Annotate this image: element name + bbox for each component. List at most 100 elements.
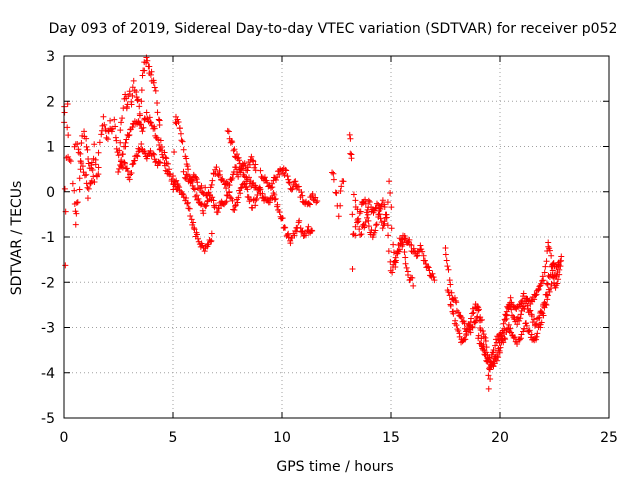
data-point <box>517 315 524 322</box>
data-point <box>79 163 86 170</box>
data-point <box>83 180 90 187</box>
data-point <box>396 246 403 253</box>
data-point <box>84 146 91 153</box>
data-point <box>152 87 159 94</box>
data-point <box>292 178 299 185</box>
data-point <box>503 312 510 319</box>
data-point <box>517 311 524 318</box>
data-point <box>136 112 143 119</box>
data-point <box>377 206 384 213</box>
data-point <box>73 210 80 217</box>
data-point <box>274 201 281 208</box>
y-tick-label: -2 <box>41 275 55 291</box>
data-point <box>223 198 230 205</box>
data-point <box>546 288 553 295</box>
data-point <box>429 270 436 277</box>
data-point <box>477 317 484 324</box>
data-point <box>526 327 533 334</box>
data-point <box>365 223 372 230</box>
data-point <box>265 183 272 190</box>
data-point <box>117 127 124 134</box>
data-point <box>113 137 120 144</box>
data-point <box>384 222 391 229</box>
data-point <box>208 181 215 188</box>
data-point <box>147 119 154 126</box>
data-point <box>84 184 91 191</box>
data-point <box>163 160 170 167</box>
data-point <box>528 331 535 338</box>
data-point <box>157 159 164 166</box>
data-point <box>124 168 131 175</box>
data-point <box>130 160 137 167</box>
data-point <box>140 124 147 131</box>
axes: 0 5 10 15 20 25 -5 -4 -3 -2 -1 0 1 2 3 <box>41 49 618 446</box>
data-point <box>209 177 216 184</box>
data-point <box>419 248 426 255</box>
data-point <box>188 216 195 223</box>
data-point <box>212 166 219 173</box>
data-point <box>385 248 392 255</box>
data-point <box>405 271 412 278</box>
data-point <box>446 292 453 299</box>
data-point <box>540 312 547 319</box>
data-point <box>463 330 470 337</box>
data-point <box>409 274 416 281</box>
data-point <box>129 161 136 168</box>
data-point <box>235 194 242 201</box>
data-point <box>250 158 257 165</box>
data-point <box>177 130 184 137</box>
data-point <box>77 150 84 157</box>
data-point <box>276 171 283 178</box>
data-point <box>228 138 235 145</box>
data-point <box>194 231 201 238</box>
data-point <box>151 84 158 91</box>
data-point <box>285 179 292 186</box>
data-point <box>548 252 555 259</box>
data-point <box>252 161 259 168</box>
data-point <box>486 354 493 361</box>
data-point <box>505 321 512 328</box>
data-point <box>171 149 178 156</box>
data-point <box>475 335 482 342</box>
data-point <box>129 92 136 99</box>
data-point <box>474 303 481 310</box>
data-point <box>313 199 320 206</box>
data-point <box>314 198 321 205</box>
data-point <box>144 57 151 64</box>
data-point <box>375 211 382 218</box>
data-point <box>115 168 122 175</box>
data-point <box>497 332 504 339</box>
data-point <box>67 158 74 165</box>
data-point <box>458 314 465 321</box>
data-point <box>252 202 259 209</box>
data-point <box>222 199 229 206</box>
data-point <box>138 87 145 94</box>
data-point <box>388 204 395 211</box>
data-point <box>269 184 276 191</box>
data-point <box>183 155 190 162</box>
data-point <box>305 200 312 207</box>
y-tick-label: -4 <box>41 366 55 382</box>
data-point <box>462 336 469 343</box>
data-point <box>193 176 200 183</box>
data-point <box>235 173 242 180</box>
data-point <box>95 171 102 178</box>
data-points <box>61 54 565 392</box>
y-tick-label: 1 <box>46 140 55 156</box>
x-tick-label: 15 <box>382 430 400 446</box>
data-point <box>544 292 551 299</box>
data-point <box>364 211 371 218</box>
data-point <box>500 339 507 346</box>
data-point <box>461 320 468 327</box>
data-point <box>279 215 286 222</box>
data-point <box>146 63 153 70</box>
data-point <box>224 127 231 134</box>
x-tick-label: 0 <box>60 430 69 446</box>
data-point <box>85 155 92 162</box>
data-point <box>511 334 518 341</box>
data-point <box>391 258 398 265</box>
data-point <box>129 124 136 131</box>
data-point <box>520 290 527 297</box>
data-point <box>468 315 475 322</box>
data-point <box>466 322 473 329</box>
